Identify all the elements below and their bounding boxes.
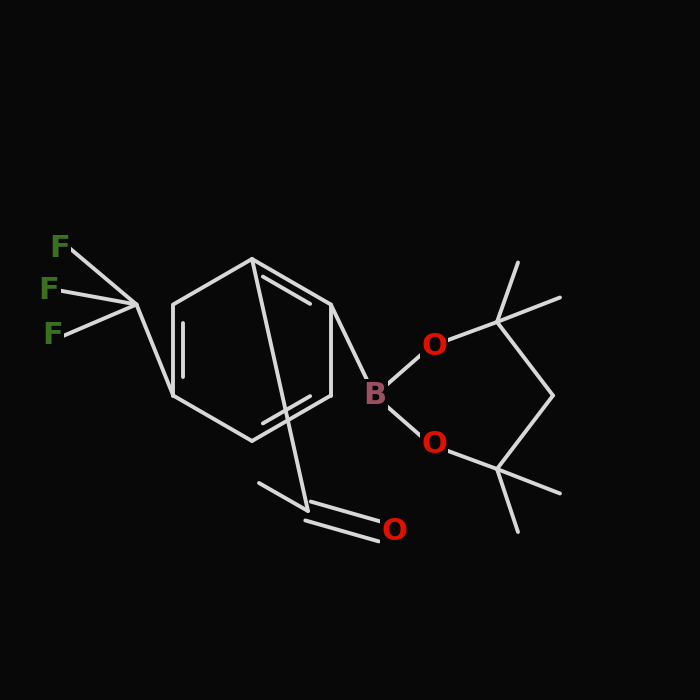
Text: F: F [49,234,70,263]
Text: O: O [421,332,447,361]
Text: B: B [363,381,386,410]
Text: O: O [421,430,447,459]
Text: F: F [42,321,63,351]
Text: F: F [38,276,60,305]
Text: O: O [382,517,407,547]
